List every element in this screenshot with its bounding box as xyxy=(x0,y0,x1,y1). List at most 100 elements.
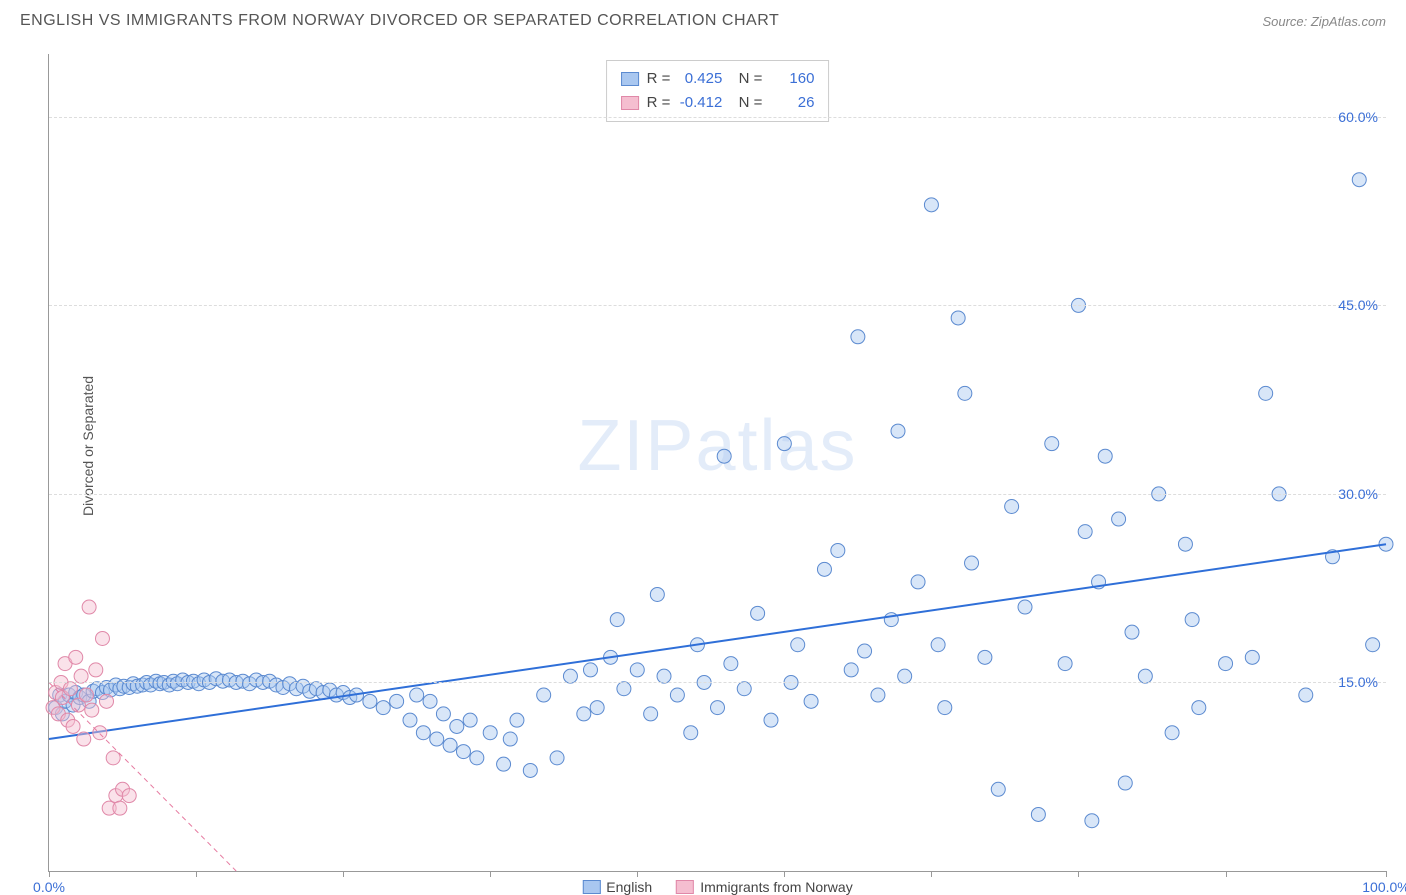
data-point xyxy=(1045,437,1059,451)
data-point xyxy=(1078,525,1092,539)
data-point xyxy=(85,703,99,717)
data-point xyxy=(1259,386,1273,400)
data-point xyxy=(924,198,938,212)
chart-area: ZIPatlas R = 0.425 N = 160 R = -0.412 N … xyxy=(48,54,1386,872)
data-point xyxy=(503,732,517,746)
legend-item-english: English xyxy=(582,879,652,895)
data-point xyxy=(717,449,731,463)
data-point xyxy=(89,663,103,677)
data-point xyxy=(991,782,1005,796)
data-point xyxy=(617,682,631,696)
data-point xyxy=(965,556,979,570)
gridline xyxy=(49,494,1386,495)
x-tick xyxy=(343,871,344,877)
data-point xyxy=(938,701,952,715)
y-tick-label: 45.0% xyxy=(1338,297,1378,313)
data-point xyxy=(777,437,791,451)
data-point xyxy=(1118,776,1132,790)
data-point xyxy=(563,669,577,683)
data-point xyxy=(1058,657,1072,671)
x-tick xyxy=(637,871,638,877)
data-point xyxy=(764,713,778,727)
data-point xyxy=(416,726,430,740)
data-point xyxy=(1352,173,1366,187)
data-point xyxy=(82,600,96,614)
data-point xyxy=(644,707,658,721)
data-point xyxy=(590,701,604,715)
data-point xyxy=(77,732,91,746)
data-point xyxy=(470,751,484,765)
data-point xyxy=(958,386,972,400)
data-point xyxy=(1185,613,1199,627)
x-tick-label: 100.0% xyxy=(1362,879,1406,895)
data-point xyxy=(69,650,83,664)
data-point xyxy=(376,701,390,715)
data-point xyxy=(95,631,109,645)
data-point xyxy=(1178,537,1192,551)
data-point xyxy=(537,688,551,702)
data-point xyxy=(630,663,644,677)
data-point xyxy=(1112,512,1126,526)
data-point xyxy=(711,701,725,715)
x-tick xyxy=(196,871,197,877)
data-point xyxy=(684,726,698,740)
data-point xyxy=(436,707,450,721)
data-point xyxy=(1245,650,1259,664)
data-point xyxy=(1031,807,1045,821)
data-point xyxy=(911,575,925,589)
data-point xyxy=(1098,449,1112,463)
data-point xyxy=(1219,657,1233,671)
data-point xyxy=(583,663,597,677)
source-attribution: Source: ZipAtlas.com xyxy=(1262,14,1386,29)
data-point xyxy=(450,719,464,733)
data-point xyxy=(1005,499,1019,513)
data-point xyxy=(791,638,805,652)
data-point xyxy=(63,682,77,696)
data-point xyxy=(113,801,127,815)
data-point xyxy=(550,751,564,765)
data-point xyxy=(610,613,624,627)
data-point xyxy=(463,713,477,727)
data-point xyxy=(122,789,136,803)
data-point xyxy=(1366,638,1380,652)
chart-title: ENGLISH VS IMMIGRANTS FROM NORWAY DIVORC… xyxy=(20,12,779,30)
data-point xyxy=(1138,669,1152,683)
data-point xyxy=(66,719,80,733)
data-point xyxy=(510,713,524,727)
bottom-legend: English Immigrants from Norway xyxy=(582,879,852,895)
data-point xyxy=(804,694,818,708)
data-point xyxy=(410,688,424,702)
scatter-plot-svg xyxy=(49,54,1386,871)
gridline xyxy=(49,305,1386,306)
x-tick-label: 0.0% xyxy=(33,879,65,895)
data-point xyxy=(483,726,497,740)
x-tick xyxy=(490,871,491,877)
data-point xyxy=(871,688,885,702)
data-point xyxy=(106,751,120,765)
data-point xyxy=(1085,814,1099,828)
data-point xyxy=(851,330,865,344)
data-point xyxy=(724,657,738,671)
data-point xyxy=(978,650,992,664)
data-point xyxy=(931,638,945,652)
data-point xyxy=(650,587,664,601)
data-point xyxy=(858,644,872,658)
x-tick xyxy=(1386,871,1387,877)
data-point xyxy=(523,763,537,777)
trend-line xyxy=(49,682,236,871)
data-point xyxy=(1125,625,1139,639)
gridline xyxy=(49,117,1386,118)
data-point xyxy=(456,745,470,759)
data-point xyxy=(891,424,905,438)
data-point xyxy=(898,669,912,683)
data-point xyxy=(577,707,591,721)
data-point xyxy=(657,669,671,683)
legend-item-norway: Immigrants from Norway xyxy=(676,879,852,895)
legend-label-english: English xyxy=(606,879,652,895)
y-tick-label: 30.0% xyxy=(1338,486,1378,502)
x-tick xyxy=(931,871,932,877)
data-point xyxy=(817,562,831,576)
data-point xyxy=(1299,688,1313,702)
data-point xyxy=(844,663,858,677)
data-point xyxy=(1018,600,1032,614)
